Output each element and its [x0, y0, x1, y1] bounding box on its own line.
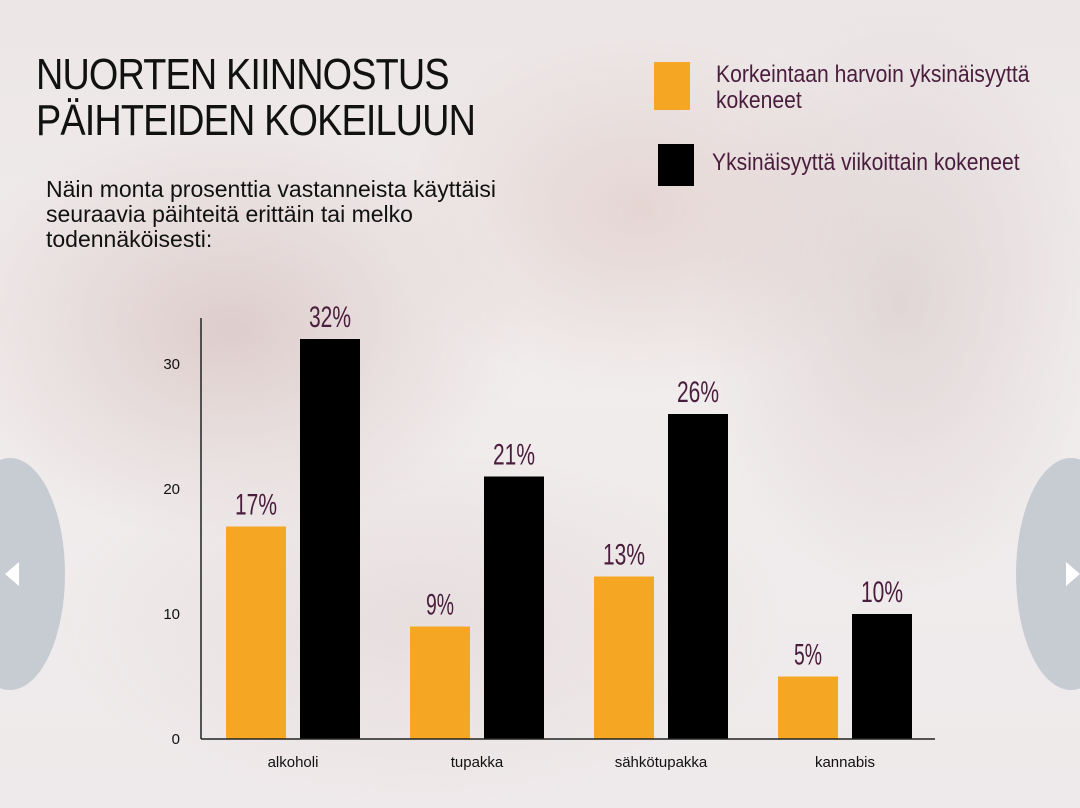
- data-label: 13%: [603, 539, 645, 572]
- data-label: 10%: [861, 576, 903, 609]
- y-tick-label: 10: [163, 606, 180, 623]
- x-tick-label: alkoholi: [268, 754, 319, 771]
- bar-tupakka-series-2: [484, 476, 544, 739]
- x-tick-label: tupakka: [451, 754, 504, 771]
- chart-subtitle: Näin monta prosenttia vastanneista käytt…: [46, 177, 566, 252]
- bar-kannabis-series-1: [778, 676, 838, 739]
- legend-swatch-black: [658, 144, 694, 186]
- data-label: 9%: [426, 589, 454, 622]
- legend-item-harvoin: Korkeintaan harvoin yksinäisyyttä kokene…: [654, 62, 1072, 114]
- chart-title-line: PÄIHTEIDEN KOKEILUUN: [36, 96, 476, 145]
- chevron-right-icon: [1066, 562, 1080, 586]
- axes-group: alkoholi tupakka sähkötupakka kannabis 0 10 20…: [163, 318, 935, 771]
- legend-label-line: kokeneet: [716, 87, 802, 114]
- legend-swatch-orange: [654, 62, 690, 110]
- data-label: 17%: [235, 489, 277, 522]
- y-tick-label: 20: [163, 481, 180, 498]
- bar-alkoholi-series-2: [300, 339, 360, 739]
- bar-sähkötupakka-series-2: [668, 414, 728, 739]
- legend-label-line: Yksinäisyyttä viikoittain kokeneet: [712, 149, 1020, 176]
- y-tick-label: 30: [163, 356, 180, 373]
- legend-label-line: Korkeintaan harvoin yksinäisyyttä: [716, 61, 1030, 88]
- legend-item-viikoittain: Yksinäisyyttä viikoittain kokeneet: [658, 144, 1062, 186]
- subtitle-line: Näin monta prosenttia vastanneista käytt…: [46, 176, 497, 202]
- chart-title: NUORTEN KIINNOSTUS PÄIHTEIDEN KOKEILUUN: [36, 50, 476, 145]
- data-labels-group: 17% 32% 9% 21% 13% 26% 5% 10%: [235, 301, 903, 672]
- bar-kannabis-series-2: [852, 614, 912, 739]
- legend-label: Korkeintaan harvoin yksinäisyyttä kokene…: [716, 62, 1029, 114]
- subtitle-line: seuraavia päihteitä erittäin tai melko: [46, 201, 413, 227]
- x-tick-label: kannabis: [815, 754, 875, 771]
- data-label: 32%: [309, 301, 351, 334]
- bars-group: [226, 339, 912, 739]
- chevron-left-icon: [5, 562, 19, 586]
- subtitle-line: todennäköisesti:: [46, 226, 213, 252]
- bar-tupakka-series-1: [410, 626, 470, 739]
- data-label: 26%: [677, 376, 719, 409]
- bar-sähkötupakka-series-1: [594, 576, 654, 739]
- data-label: 21%: [493, 439, 535, 472]
- x-tick-label: sähkötupakka: [615, 754, 708, 771]
- y-tick-label: 0: [172, 731, 180, 748]
- bar-alkoholi-series-1: [226, 526, 286, 739]
- data-label: 5%: [794, 639, 822, 672]
- legend-label: Yksinäisyyttä viikoittain kokeneet: [712, 150, 1020, 176]
- chart-title-line: NUORTEN KIINNOSTUS: [36, 50, 450, 99]
